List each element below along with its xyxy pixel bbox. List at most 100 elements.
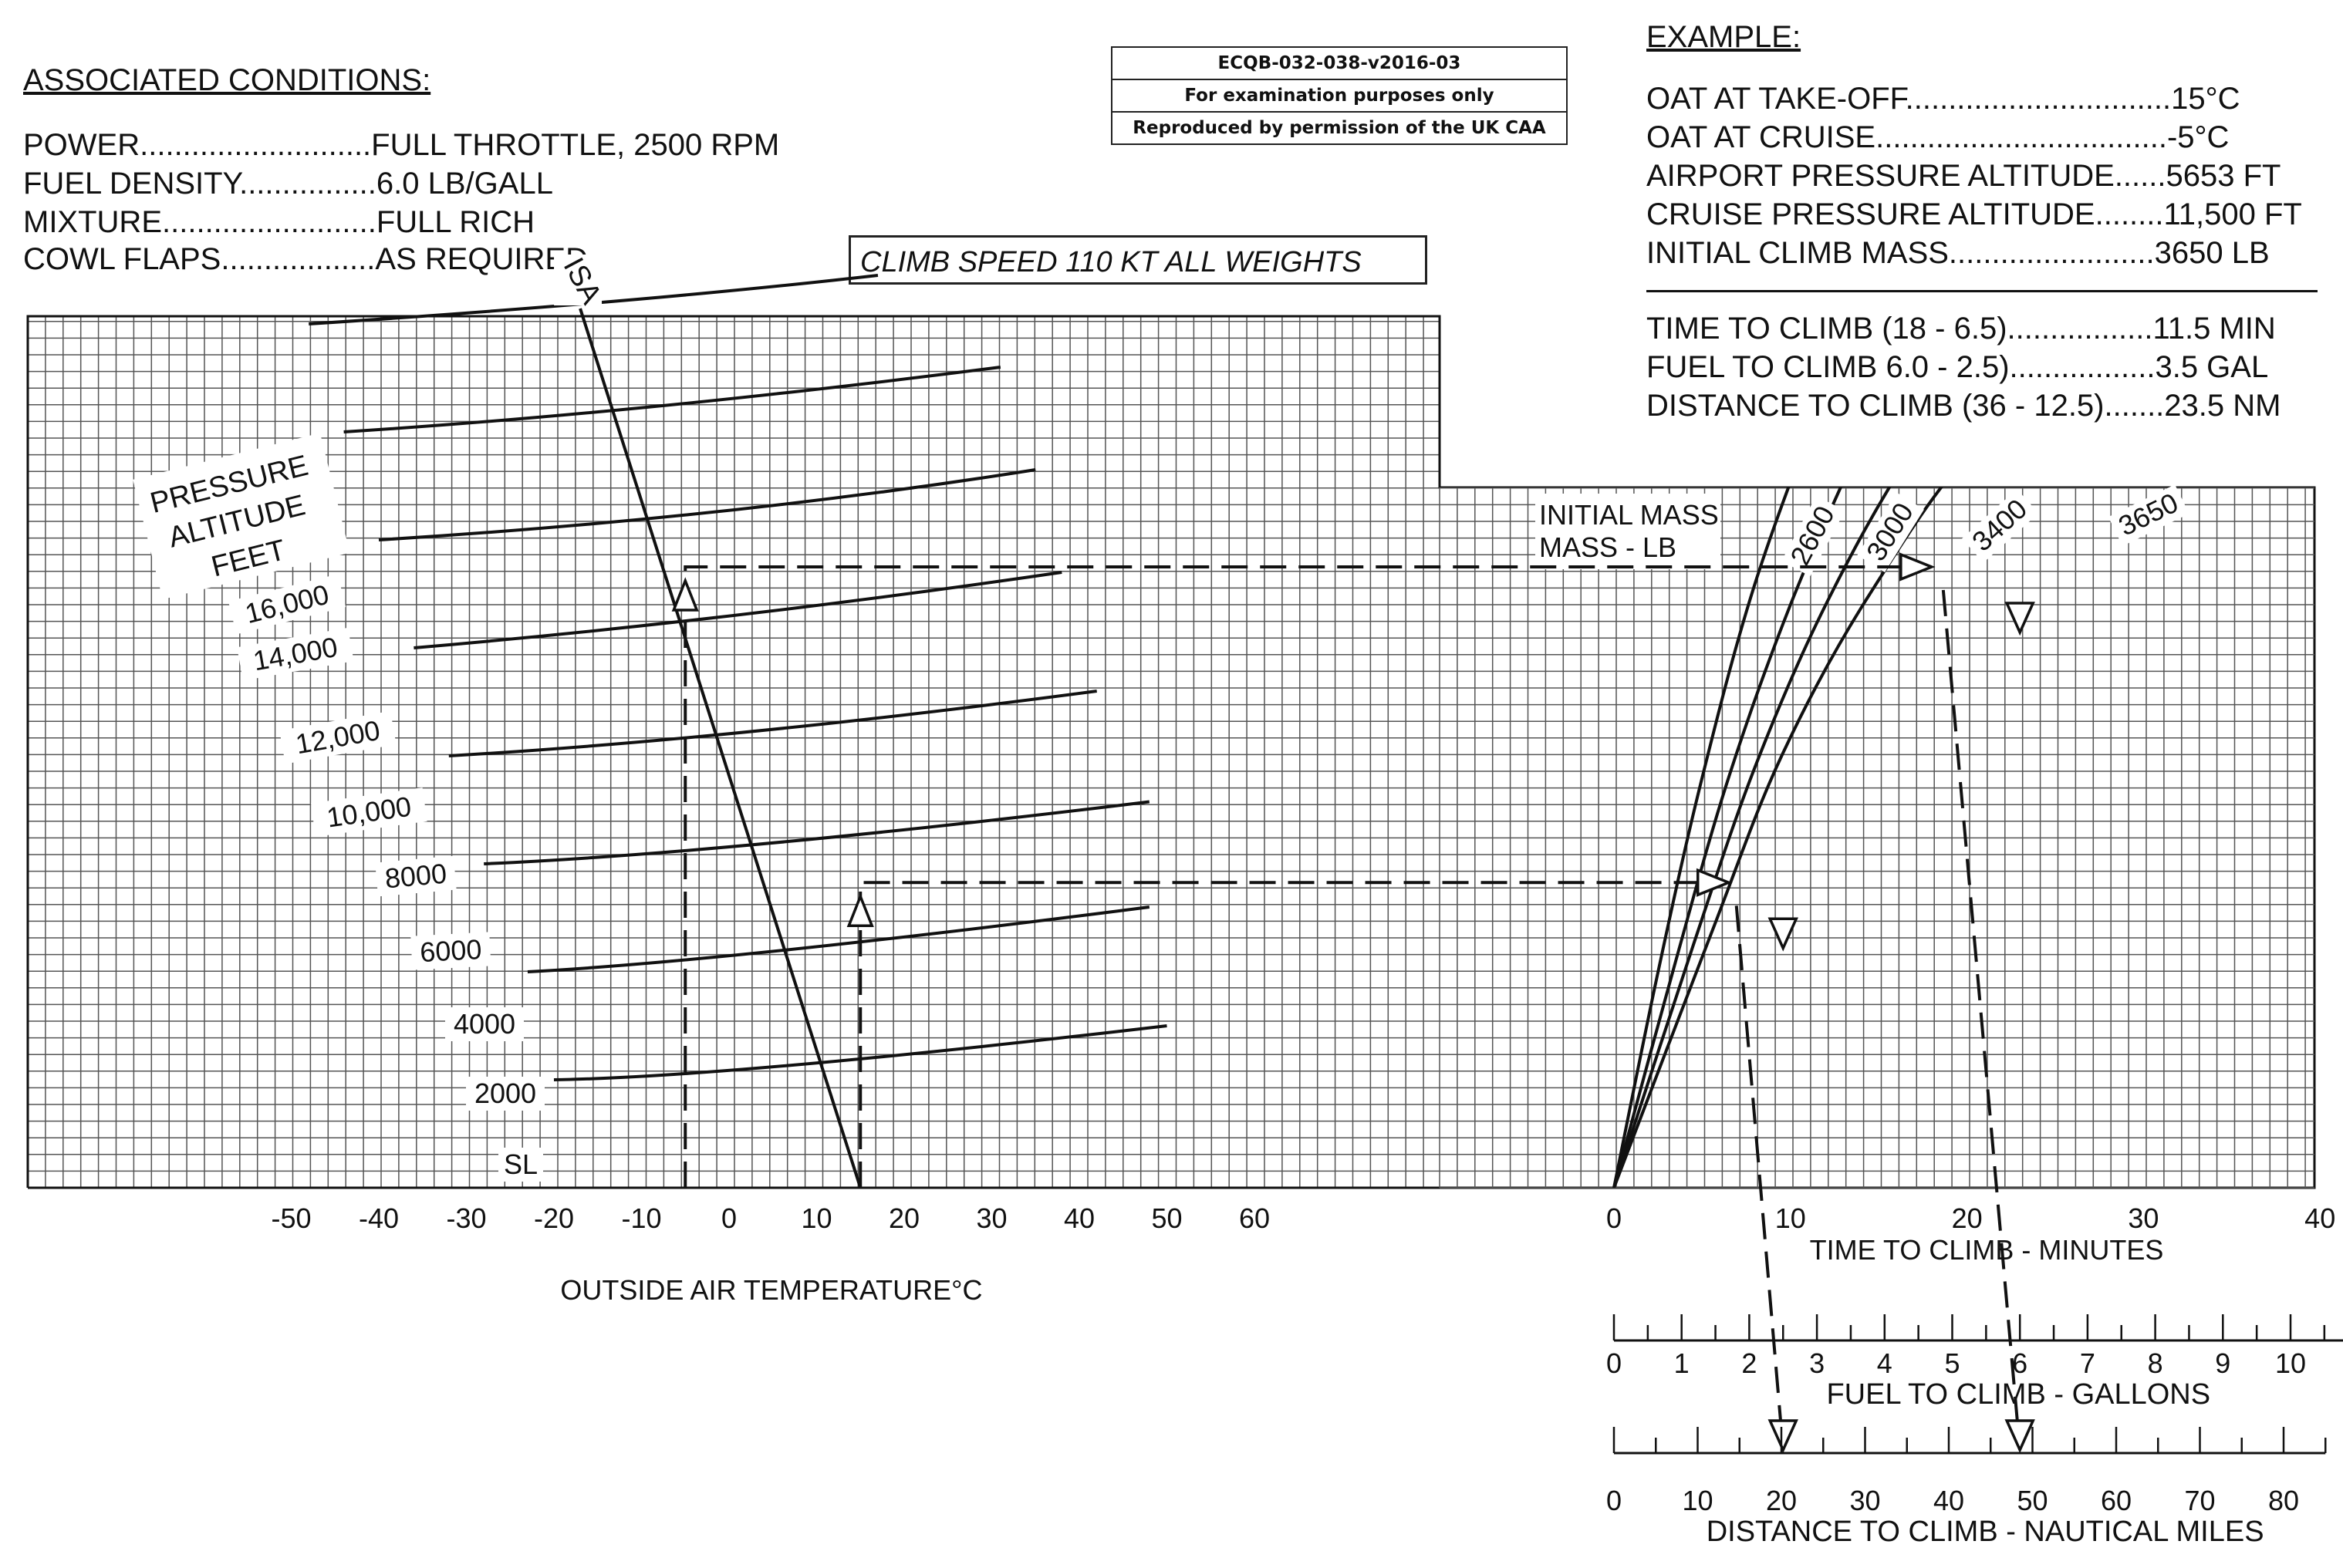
left-grid <box>26 315 2316 1189</box>
distance-scale-tick-label: 30 <box>1849 1485 1880 1516</box>
fuel-scale-tick-label: 4 <box>1877 1347 1892 1379</box>
distance-scale-tick-label: 70 <box>2184 1485 2215 1516</box>
example-time-result: TIME TO CLIMB (18 - 6.5)................… <box>1646 312 2276 346</box>
fuel-scale-tick-label: 5 <box>1944 1347 1960 1379</box>
example-airport-altitude: AIRPORT PRESSURE ALTITUDE......5653 FT <box>1646 159 2281 193</box>
fuel-scale-axis-label: FUEL TO CLIMB - GALLONS <box>1826 1378 2210 1411</box>
fuel-scale-tick-label: 6 <box>2012 1347 2027 1379</box>
oat-tick-label: -10 <box>621 1202 661 1234</box>
conditions-title: ASSOCIATED CONDITIONS: <box>23 63 431 97</box>
distance-scale-tick-label: 40 <box>1933 1485 1964 1516</box>
example-climb-mass: INITIAL CLIMB MASS......................… <box>1646 236 2270 270</box>
oat-tick-label: 10 <box>801 1202 832 1234</box>
condition-cowl-flaps: COWL FLAPS..................AS REQUIRED <box>23 242 588 276</box>
altitude-label: 2000 <box>474 1077 536 1109</box>
altitude-label-mask <box>445 1007 524 1041</box>
climb-speed-box: CLIMB SPEED 110 KT ALL WEIGHTS <box>849 235 1427 285</box>
example-distance-result: DISTANCE TO CLIMB (36 - 12.5).......23.5… <box>1646 389 2281 423</box>
isa-line-stroke <box>579 308 863 1189</box>
mass-label-mask <box>1781 495 1845 577</box>
oat-tick-label: 60 <box>1239 1202 1270 1234</box>
oat-tick-label: 0 <box>721 1202 737 1234</box>
arrow-right <box>1899 552 1936 582</box>
fuel-scale-tick-label: 9 <box>2215 1347 2230 1379</box>
arrow-right <box>1696 868 1733 897</box>
right-grid <box>1439 487 2314 1189</box>
mass-label-3650: 3650 <box>2114 487 2183 542</box>
arrow-up <box>671 577 699 612</box>
arrow-down <box>1767 917 1798 952</box>
oat-tick-label: 50 <box>1151 1202 1182 1234</box>
example-path-0 <box>684 565 1901 1188</box>
oat-tick-label: -50 <box>271 1202 311 1234</box>
example-paths <box>671 552 2035 1454</box>
mass-curve-2600 <box>1612 487 1791 1188</box>
arrow-down <box>1767 1419 1798 1454</box>
time-tick-label: 40 <box>2304 1202 2335 1234</box>
altitude-label: 6000 <box>419 933 482 968</box>
stamp-line2: For examination purposes only <box>1112 80 1566 113</box>
ylabel-mask <box>133 433 350 600</box>
mass-label-mask <box>1857 492 1924 573</box>
stamp-code: ECQB-032-038-v2016-03 <box>1112 48 1566 80</box>
legend-mask <box>1535 494 1720 569</box>
example-divider <box>1646 290 2318 292</box>
fuel-scale-tick-label: 7 <box>2080 1347 2095 1379</box>
altitude-line <box>414 571 1062 649</box>
mass-curve-3400 <box>1612 487 1892 1188</box>
example-drop-1 <box>1734 905 1785 1451</box>
altitude-label-mask <box>237 627 354 681</box>
legend-title-line2: MASS - LB <box>1539 531 1676 563</box>
distance-scale-tick-label: 20 <box>1766 1485 1797 1516</box>
example-oat-cruise: OAT AT CRUISE...........................… <box>1646 120 2230 154</box>
altitude-line <box>378 468 1036 541</box>
altitude-label-mask <box>466 1077 545 1111</box>
example-oat-takeoff: OAT AT TAKE-OFF.........................… <box>1646 82 2240 116</box>
oat-tick-label: -20 <box>534 1202 574 1234</box>
mass-label-mask <box>1961 489 2039 563</box>
altitude-label: 8000 <box>383 858 447 895</box>
altitude-line <box>484 800 1150 865</box>
distance-scale-tick-label: 60 <box>2101 1485 2132 1516</box>
altitude-line <box>448 690 1097 757</box>
oat-tick-label: -30 <box>446 1202 486 1234</box>
result-scales: 01234567891011FUEL TO CLIMB - GALLONS010… <box>1606 1314 2343 1548</box>
oat-tick-label: -40 <box>359 1202 399 1234</box>
altitude-label: SL <box>504 1148 538 1180</box>
fuel-scale-tick-label: 2 <box>1741 1347 1757 1379</box>
example-drop-0 <box>1941 589 2022 1451</box>
altitude-line <box>553 1024 1167 1081</box>
chart-labels: 16,00014,00012,00010,0008000600040002000… <box>133 433 2335 1306</box>
oat-tick-label: 30 <box>976 1202 1007 1234</box>
altitude-label-mask <box>375 855 457 897</box>
mass-curve-3000 <box>1612 487 1842 1188</box>
mass-curve-3650 <box>1612 487 1943 1188</box>
chart-frame <box>26 315 2316 1189</box>
example-cruise-altitude: CRUISE PRESSURE ALTITUDE........11,500 F… <box>1646 197 2302 231</box>
isa-label-mask <box>554 255 603 305</box>
oat-tick-label: 20 <box>889 1202 920 1234</box>
altitude-line <box>309 274 879 325</box>
altitude-line <box>343 366 1001 433</box>
distance-scale-tick-label: 10 <box>1682 1485 1713 1516</box>
fuel-scale-tick-label: 8 <box>2148 1347 2163 1379</box>
arrow-up <box>846 892 874 928</box>
distance-scale-tick-label: 50 <box>2017 1485 2048 1516</box>
example-fuel-result: FUEL TO CLIMB 6.0 - 2.5)................… <box>1646 350 2269 384</box>
isa-line: ISA <box>554 252 863 1189</box>
time-tick-label: 30 <box>2128 1202 2159 1234</box>
exam-stamp: ECQB-032-038-v2016-03 For examination pu… <box>1111 46 1568 145</box>
distance-scale-tick-label: 0 <box>1606 1485 1622 1516</box>
distance-scale-tick-label: 80 <box>2268 1485 2299 1516</box>
altitude-label-mask <box>228 574 346 635</box>
condition-power: POWER...........................FULL THR… <box>23 128 780 162</box>
fuel-scale-tick-label: 10 <box>2275 1347 2306 1379</box>
fuel-scale-tick-label: 1 <box>1674 1347 1690 1379</box>
time-tick-label: 0 <box>1606 1202 1622 1234</box>
altitude-label-mask <box>410 932 491 970</box>
altitude-label: 10,000 <box>325 791 414 834</box>
arrow-down <box>2004 1419 2035 1454</box>
arrow-down <box>2004 602 2035 636</box>
time-tick-label: 10 <box>1775 1202 1806 1234</box>
